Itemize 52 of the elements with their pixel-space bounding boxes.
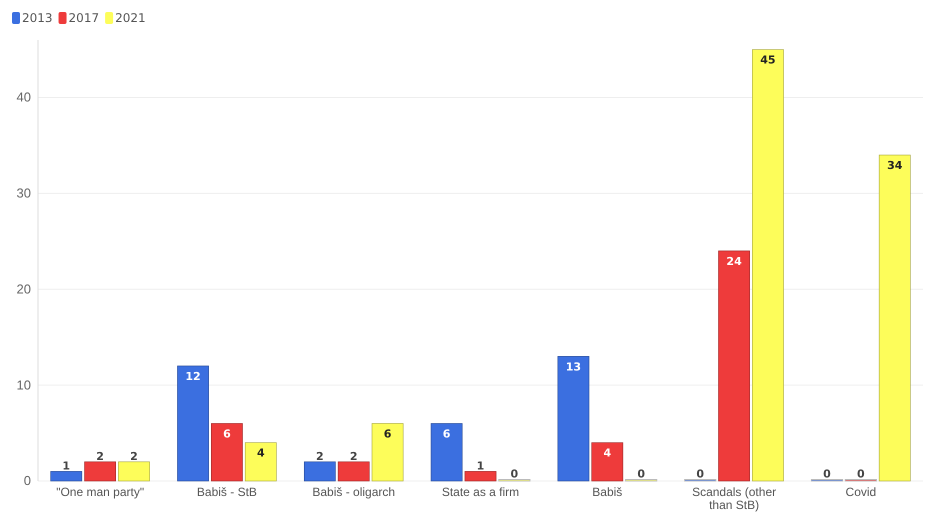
data-label: 13 — [566, 360, 582, 374]
bar — [211, 423, 243, 482]
bar — [591, 442, 624, 482]
x-tick-label: Babiš - oligarch — [312, 485, 396, 499]
x-tick-label: Babiš - StB — [196, 485, 257, 499]
bar — [177, 366, 209, 482]
x-tick-label: Covid — [846, 485, 876, 499]
data-label: 2 — [350, 450, 358, 463]
data-label: 0 — [823, 468, 832, 480]
data-label: 0 — [696, 468, 704, 480]
data-label: 24 — [726, 254, 742, 268]
data-label: 0 — [510, 468, 519, 480]
bar — [464, 471, 496, 482]
bar — [244, 442, 277, 482]
y-tick-label: 30 — [16, 186, 31, 201]
x-tick-label: Babiš — [592, 485, 622, 499]
data-label: 6 — [384, 427, 392, 440]
bar — [304, 462, 336, 482]
legend-label: 2021 — [115, 11, 146, 25]
x-tick-label: "One man party" — [56, 485, 144, 499]
data-label: 34 — [887, 159, 903, 172]
bar — [372, 423, 404, 482]
data-label: 0 — [857, 468, 866, 480]
y-tick-label: 20 — [16, 281, 31, 296]
bar — [558, 356, 590, 482]
bar — [752, 49, 784, 482]
bar — [878, 154, 911, 482]
bar — [430, 423, 463, 482]
y-tick-label: 0 — [24, 473, 31, 488]
data-label: 4 — [256, 446, 265, 460]
legend-label: 2013 — [22, 11, 53, 25]
data-label: 0 — [637, 468, 646, 480]
data-label: 2 — [96, 450, 104, 463]
data-label: 2 — [316, 450, 324, 463]
data-label: 1 — [62, 459, 70, 472]
data-label: 2 — [130, 450, 138, 463]
x-tick-label: Scandals (other than StB) — [692, 485, 776, 512]
y-tick-label: 10 — [16, 377, 31, 392]
data-label: 6 — [223, 427, 232, 440]
data-label: 45 — [760, 54, 776, 67]
bar — [50, 471, 82, 482]
data-label: 4 — [603, 446, 612, 460]
bar — [338, 462, 370, 482]
legend-label: 2017 — [68, 11, 100, 25]
bar — [718, 250, 750, 482]
bar — [118, 462, 150, 482]
data-label: 12 — [185, 370, 201, 383]
x-tick-label: State as a firm — [442, 485, 520, 499]
data-label: 1 — [476, 459, 484, 472]
y-tick-label: 40 — [16, 90, 31, 105]
data-label: 6 — [442, 427, 451, 440]
bar — [84, 462, 116, 482]
